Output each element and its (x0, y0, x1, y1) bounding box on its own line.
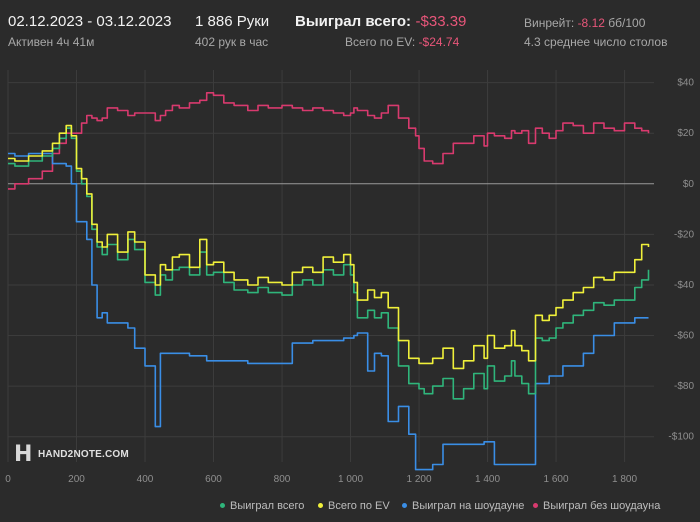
winrate-row: Винрейт: -8.12 бб/100 (524, 16, 645, 30)
won-total-row: Выиграл всего: -$33.39 (295, 13, 466, 31)
chart-legend: Выиграл всего Всего по EV Выиграл на шоу… (0, 500, 700, 516)
series-line-3 (8, 92, 650, 190)
series-line-1 (8, 124, 650, 370)
hands-per-hour: 402 рук в час (195, 35, 269, 49)
y-tick-label: $40 (677, 78, 694, 89)
logo-text: HAND2NOTE.COM (38, 449, 129, 460)
date-range: 02.12.2023 - 03.12.2023 (8, 13, 172, 30)
winrate-label: Винрейт: (524, 16, 575, 30)
legend-item-ev[interactable]: Всего по EV (318, 500, 390, 512)
winrate-value: -8.12 (577, 16, 605, 30)
ev-value: -$24.74 (418, 35, 460, 49)
legend-dot-icon (318, 502, 323, 508)
x-tick-label: 400 (137, 474, 154, 485)
winrate-unit: бб/100 (608, 16, 646, 30)
logo-mark: H (14, 442, 33, 467)
active-time: Активен 4ч 41м (8, 35, 95, 49)
y-tick-label: -$20 (674, 229, 694, 240)
legend-dot-icon (402, 502, 407, 508)
session-header: 02.12.2023 - 03.12.2023 Активен 4ч 41м 1… (0, 0, 700, 62)
y-tick-label: -$60 (674, 331, 694, 342)
legend-dot-icon (533, 502, 538, 508)
hands-count: 1 886 Руки (195, 13, 270, 30)
y-tick-label: -$80 (674, 381, 694, 392)
y-tick-label: $0 (683, 179, 695, 190)
x-tick-label: 1 800 (612, 474, 637, 485)
legend-label: Всего по EV (328, 500, 390, 512)
y-tick-label: -$100 (668, 432, 694, 443)
x-tick-label: 1 000 (338, 474, 363, 485)
legend-item-won-total[interactable]: Выиграл всего (220, 500, 304, 512)
legend-item-non-showdown[interactable]: Выиграл без шоудауна (533, 500, 660, 512)
avg-tables: 4.3 среднее число столов (524, 35, 668, 49)
ev-label: Всего по EV: (345, 35, 416, 49)
series-line-2 (8, 152, 649, 471)
won-total-value: -$33.39 (415, 13, 467, 30)
legend-item-showdown[interactable]: Выиграл на шоудауне (402, 500, 524, 512)
won-total-label: Выиграл всего: (295, 13, 412, 30)
x-tick-label: 200 (68, 474, 85, 485)
series-line-0 (8, 127, 650, 400)
x-tick-label: 600 (205, 474, 222, 485)
x-tick-label: 1 600 (544, 474, 569, 485)
ev-row: Всего по EV: -$24.74 (345, 35, 459, 49)
legend-label: Выиграл всего (230, 500, 305, 512)
legend-label: Выиграл на шоудауне (412, 500, 525, 512)
x-tick-label: 1 400 (475, 474, 500, 485)
x-tick-label: 800 (274, 474, 291, 485)
legend-dot-icon (220, 502, 225, 508)
y-tick-label: $20 (677, 128, 694, 139)
y-tick-label: -$40 (674, 280, 694, 291)
x-tick-label: 1 200 (407, 474, 432, 485)
winnings-line-chart: $40 $20 $0 -$20 -$40 -$60 -$80 -$100 0 200 400 600 8… (5, 70, 695, 485)
legend-label: Выиграл без шоудауна (543, 500, 661, 512)
x-tick-label: 0 (5, 474, 11, 485)
